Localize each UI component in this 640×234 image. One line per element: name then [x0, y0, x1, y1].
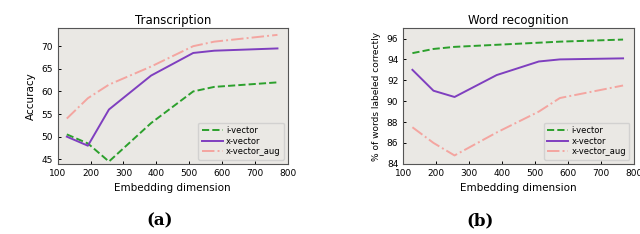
Line: x-vector_aug: x-vector_aug	[412, 85, 623, 155]
i-vector	[408, 52, 416, 55]
x-vector	[189, 51, 197, 54]
x-vector	[556, 58, 564, 61]
x-vector	[493, 74, 500, 77]
x-vector	[84, 144, 92, 147]
i-vector	[274, 81, 282, 84]
i-vector	[556, 40, 564, 43]
Text: (a): (a)	[147, 212, 173, 229]
i-vector	[211, 85, 218, 88]
i-vector	[84, 142, 92, 145]
x-vector	[535, 60, 543, 63]
Title: Transcription: Transcription	[134, 14, 211, 27]
i-vector	[429, 48, 437, 50]
x-vector_aug	[63, 117, 70, 120]
x-vector_aug	[84, 97, 92, 100]
Y-axis label: % of words labeled correctly: % of words labeled correctly	[372, 31, 381, 161]
x-vector_aug	[147, 65, 155, 68]
x-vector_aug	[274, 33, 282, 36]
x-vector	[408, 68, 416, 71]
i-vector	[105, 160, 113, 163]
i-vector	[620, 38, 627, 41]
x-vector_aug	[211, 40, 218, 43]
i-vector	[147, 122, 155, 124]
Line: x-vector: x-vector	[412, 58, 623, 97]
i-vector	[493, 43, 500, 46]
i-vector	[535, 41, 543, 44]
Legend: i-vector, x-vector, x-vector_aug: i-vector, x-vector, x-vector_aug	[544, 123, 629, 160]
X-axis label: Embedding dimension: Embedding dimension	[460, 183, 577, 193]
x-vector	[274, 47, 282, 50]
x-vector_aug	[451, 154, 458, 157]
i-vector	[189, 90, 197, 93]
X-axis label: Embedding dimension: Embedding dimension	[115, 183, 231, 193]
Text: (b): (b)	[467, 212, 493, 229]
x-vector	[147, 74, 155, 77]
Y-axis label: Accuracy: Accuracy	[26, 72, 36, 120]
x-vector	[429, 89, 437, 92]
Line: x-vector_aug: x-vector_aug	[67, 35, 278, 119]
x-vector_aug	[556, 97, 564, 99]
x-vector_aug	[408, 126, 416, 129]
Line: i-vector: i-vector	[412, 40, 623, 53]
Line: x-vector: x-vector	[67, 48, 278, 146]
Legend: i-vector, x-vector, x-vector_aug: i-vector, x-vector, x-vector_aug	[198, 123, 284, 160]
x-vector	[211, 49, 218, 52]
i-vector	[451, 45, 458, 48]
Title: Word recognition: Word recognition	[468, 14, 569, 27]
x-vector_aug	[535, 110, 543, 113]
x-vector	[451, 95, 458, 98]
x-vector_aug	[620, 84, 627, 87]
x-vector	[105, 108, 113, 111]
x-vector	[620, 57, 627, 60]
x-vector_aug	[105, 83, 113, 86]
x-vector	[63, 135, 70, 138]
Line: i-vector: i-vector	[67, 82, 278, 161]
x-vector_aug	[493, 131, 500, 134]
x-vector_aug	[429, 142, 437, 144]
i-vector	[63, 133, 70, 136]
x-vector_aug	[189, 45, 197, 48]
